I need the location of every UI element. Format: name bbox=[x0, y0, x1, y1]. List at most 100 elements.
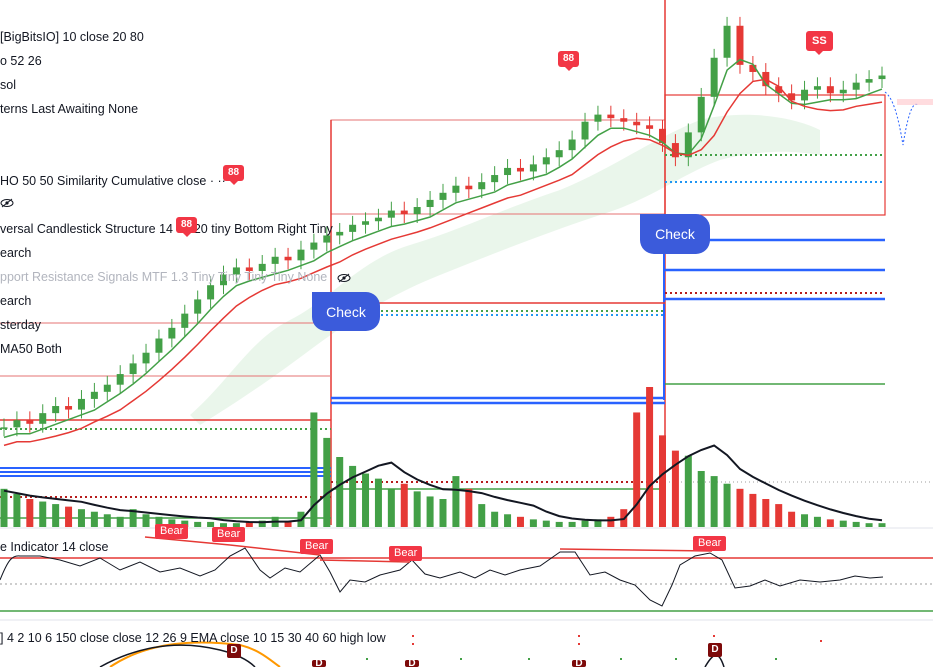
candle bbox=[77, 398, 85, 410]
signal-badge-88-c[interactable]: 88 bbox=[558, 51, 580, 71]
bottom-legend[interactable]: ] 4 2 10 6 150 close close 12 26 9 EMA c… bbox=[0, 631, 386, 645]
bear-label-3[interactable]: Bear bbox=[300, 539, 334, 554]
candle bbox=[452, 185, 460, 193]
volume-bar bbox=[374, 478, 382, 527]
signal-badge-ss[interactable]: SS bbox=[806, 31, 833, 55]
volume-bar bbox=[581, 520, 589, 527]
candle bbox=[297, 249, 305, 261]
candle bbox=[323, 235, 331, 243]
check-label-2[interactable]: Check bbox=[640, 214, 710, 254]
volume-bar bbox=[452, 476, 460, 527]
volume-bar bbox=[336, 457, 344, 527]
candle bbox=[90, 391, 98, 399]
candle bbox=[336, 231, 344, 236]
d-mark-3: D bbox=[405, 659, 419, 669]
legend-line-2[interactable]: o 52 26 bbox=[0, 54, 42, 68]
volume-bar bbox=[168, 519, 176, 527]
cloud-band bbox=[190, 114, 820, 425]
bear-label-5[interactable]: Bear bbox=[693, 536, 727, 551]
volume-bar bbox=[826, 519, 834, 527]
bear-label-2[interactable]: Bear bbox=[212, 527, 246, 542]
volume-bar bbox=[142, 514, 150, 527]
legend-line-4[interactable]: terns Last Awaiting None bbox=[0, 102, 139, 116]
candle bbox=[555, 150, 563, 158]
volume-bar bbox=[194, 521, 202, 527]
legend-line-1[interactable]: [BigBitsIO] 10 close 20 80 bbox=[0, 30, 144, 44]
volume-bar bbox=[90, 511, 98, 527]
candle bbox=[620, 118, 628, 122]
forecast-dotted bbox=[884, 91, 919, 146]
candle bbox=[788, 93, 796, 101]
volume-bar bbox=[155, 516, 163, 527]
candle bbox=[271, 256, 279, 264]
volume-bar bbox=[633, 412, 641, 527]
volume-bar bbox=[207, 521, 215, 527]
legend-line-11[interactable]: MA50 Both bbox=[0, 342, 62, 356]
candle bbox=[826, 86, 834, 94]
legend-line-6[interactable]: versal Candlestick Structure 14 80 20 ti… bbox=[0, 222, 333, 236]
candle bbox=[865, 79, 873, 83]
legend-line-5b[interactable] bbox=[0, 194, 14, 210]
volume-bar bbox=[813, 516, 821, 527]
volume-bar bbox=[801, 514, 809, 527]
eye-hidden-icon-2[interactable] bbox=[337, 273, 351, 283]
candle bbox=[0, 427, 8, 429]
candle bbox=[813, 86, 821, 90]
legend-line-5[interactable]: HO 50 50 Similarity Cumulative close · ·… bbox=[0, 173, 226, 189]
volume-bar bbox=[284, 521, 292, 527]
candle bbox=[633, 121, 641, 126]
d-mark-5: D bbox=[708, 643, 722, 657]
candle bbox=[465, 185, 473, 190]
eye-hidden-icon[interactable] bbox=[0, 198, 14, 208]
volume-bar bbox=[671, 450, 679, 527]
bear-label-4[interactable]: Bear bbox=[389, 546, 423, 561]
volume-bar bbox=[77, 509, 85, 527]
check-label-1[interactable]: Check bbox=[312, 292, 380, 331]
volume-bar bbox=[52, 504, 60, 527]
candle bbox=[529, 164, 537, 172]
candle bbox=[723, 25, 731, 58]
candle bbox=[400, 210, 408, 215]
volume-bar bbox=[181, 520, 189, 527]
volume-bar bbox=[607, 516, 615, 527]
oscillator-legend[interactable]: e Indicator 14 close bbox=[0, 540, 109, 554]
volume-bar bbox=[529, 519, 537, 527]
volume-bar bbox=[775, 504, 783, 527]
legend-line-5-text: HO 50 50 Similarity Cumulative close bbox=[0, 174, 207, 188]
volume-bar bbox=[116, 516, 124, 527]
candle bbox=[684, 132, 692, 158]
candle bbox=[181, 313, 189, 328]
candle bbox=[39, 413, 47, 424]
volume-bar bbox=[697, 471, 705, 527]
osc-line bbox=[0, 547, 884, 607]
volume-bar bbox=[723, 483, 731, 527]
osc-div-4 bbox=[559, 548, 713, 552]
candle bbox=[13, 420, 21, 428]
price-tag-faint bbox=[897, 99, 933, 105]
legend-line-9[interactable]: earch bbox=[0, 294, 32, 308]
bottom-black bbox=[99, 644, 256, 667]
legend-line-10[interactable]: sterday bbox=[0, 318, 41, 332]
legend-line-7[interactable]: earch bbox=[0, 246, 32, 260]
volume-bar bbox=[710, 476, 718, 527]
candle bbox=[775, 86, 783, 94]
signal-badge-88-a[interactable]: 88 bbox=[223, 165, 245, 185]
volume-bar bbox=[245, 521, 253, 527]
candle bbox=[374, 217, 382, 222]
legend-line-3[interactable]: sol bbox=[0, 78, 16, 92]
candle bbox=[542, 157, 550, 165]
volume-bar bbox=[516, 516, 524, 527]
candle bbox=[516, 167, 524, 172]
volume-ma-line bbox=[3, 444, 883, 524]
candle bbox=[581, 121, 589, 140]
volume-bar bbox=[426, 496, 434, 527]
legend-line-8[interactable]: pport Resistance Signals MTF 1.3 Tiny Ti… bbox=[0, 269, 351, 285]
candle bbox=[284, 256, 292, 261]
volume-bar bbox=[26, 499, 34, 527]
candle bbox=[387, 210, 395, 218]
signal-badge-88-b[interactable]: 88 bbox=[176, 217, 198, 237]
bear-label-1[interactable]: Bear bbox=[155, 524, 189, 539]
legend-line-8-text: pport Resistance Signals MTF bbox=[0, 270, 171, 284]
more-icon[interactable]: · ·· bbox=[209, 174, 226, 188]
